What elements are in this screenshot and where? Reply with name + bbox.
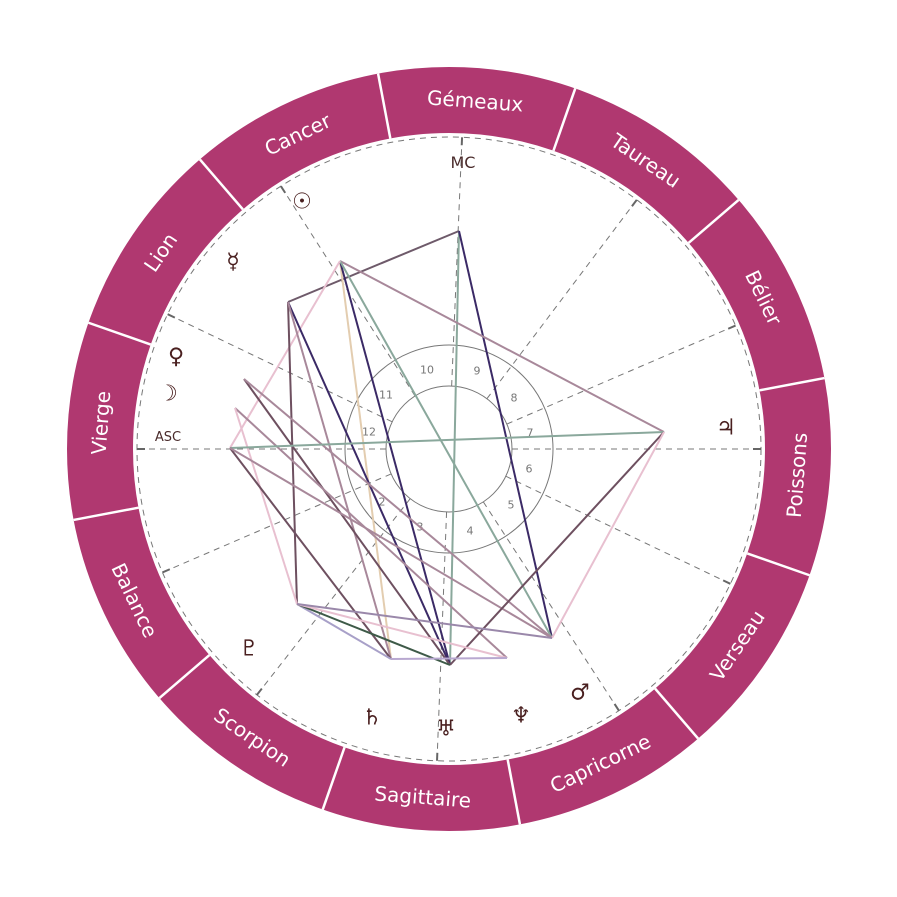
house-cusp xyxy=(486,199,638,399)
cusp-tick xyxy=(631,199,638,207)
sign-divider xyxy=(73,506,139,522)
aspect-venus-uranus xyxy=(243,378,451,666)
mercury-icon: ☿ xyxy=(226,250,240,275)
sign-divider xyxy=(88,321,152,346)
sign-divider xyxy=(759,376,825,392)
house-circle-outer xyxy=(344,344,554,554)
aspect-jupiter-uranus xyxy=(449,431,665,666)
aspect-mercury-pluto xyxy=(287,301,298,605)
house-number: 8 xyxy=(511,392,518,405)
aspect-sun-saturn xyxy=(339,260,392,660)
sign-divider xyxy=(552,88,577,152)
jupiter-icon: ♃ xyxy=(716,416,736,441)
house-number: 4 xyxy=(467,525,474,538)
inner-chart: 12111098765432 xyxy=(136,136,762,762)
zodiac-ring: GémeauxTaureauBélierPoissonsVerseauCapri… xyxy=(67,67,831,831)
house-cusp xyxy=(256,498,411,696)
sun-icon: ☉ xyxy=(292,190,312,215)
sign-divider xyxy=(654,687,700,740)
labels: ASC MC ☉ ☿ ♀ ☽ ♃ ♂ ♆ ♅ ♄ ♇ xyxy=(155,153,736,742)
sign-divider xyxy=(198,158,244,211)
house-number: 12 xyxy=(362,426,376,439)
uranus-icon: ♅ xyxy=(436,717,456,742)
moon-icon: ☽ xyxy=(158,382,178,407)
house-number: 2 xyxy=(379,496,386,509)
house-cusp xyxy=(451,137,463,387)
sign-divider xyxy=(687,198,740,244)
pluto-icon: ♇ xyxy=(239,637,259,662)
aspect-sun-jupiter xyxy=(339,260,665,433)
cusp-tick xyxy=(722,579,731,585)
aspect-moon-neptune xyxy=(234,407,508,659)
sign-divider xyxy=(158,654,211,700)
aspect-asc-jupiter xyxy=(229,431,665,449)
aspect-pluto-mars xyxy=(296,603,553,639)
aspect-pluto-saturn xyxy=(296,603,392,660)
zodiac-band xyxy=(67,67,831,831)
cusp-tick xyxy=(727,324,736,330)
house-number: 7 xyxy=(527,427,534,440)
mars-icon: ♂ xyxy=(570,681,590,706)
mc-label: MC xyxy=(451,153,476,172)
aspect-saturn-neptune xyxy=(390,657,508,660)
house-number: 5 xyxy=(508,499,515,512)
aspect-asc-saturn xyxy=(229,447,392,660)
aspect-sun-uranus xyxy=(339,260,451,666)
house-cusp xyxy=(505,475,731,585)
aspect-sun-mars xyxy=(339,260,553,639)
aspect-mc-uranus xyxy=(449,230,460,666)
sign-divider xyxy=(376,73,392,139)
house-number: 11 xyxy=(379,389,393,402)
house-number: 6 xyxy=(526,463,533,476)
aspect-mercury-saturn xyxy=(287,301,392,660)
cusp-tick xyxy=(280,185,287,194)
cusp-tick xyxy=(162,568,171,574)
neptune-icon: ♆ xyxy=(511,704,531,729)
aspect-moon-pluto xyxy=(234,407,298,605)
aspect-mc-mercury xyxy=(287,230,460,303)
house-circle-inner xyxy=(385,385,513,513)
house-cusp xyxy=(162,473,392,573)
venus-icon: ♀ xyxy=(168,345,184,370)
cusp-tick xyxy=(167,313,176,319)
cusp-tick xyxy=(613,703,620,712)
aspect-pluto-uranus xyxy=(296,603,451,666)
aspect-venus-mars xyxy=(243,378,553,639)
house-cusp xyxy=(167,313,393,423)
aspect-pluto-neptune xyxy=(296,603,508,659)
saturn-icon: ♄ xyxy=(362,706,382,731)
aspect-mc-mars xyxy=(458,230,553,639)
house-number: 9 xyxy=(474,365,481,378)
sign-divider xyxy=(746,552,810,577)
cusp-tick xyxy=(256,687,263,696)
house-cusp xyxy=(506,325,736,425)
sign-divider xyxy=(506,759,522,825)
asc-label: ASC xyxy=(155,430,181,445)
house-cusp xyxy=(482,501,620,711)
house-number: 10 xyxy=(420,364,434,377)
sign-label-9: Vierge xyxy=(87,390,116,456)
sign-divider xyxy=(321,746,346,810)
aspect-asc-mars xyxy=(229,447,553,639)
aspect-lines xyxy=(229,230,665,666)
aspect-jupiter-mars xyxy=(551,431,665,639)
aspect-sun-asc xyxy=(229,260,341,449)
